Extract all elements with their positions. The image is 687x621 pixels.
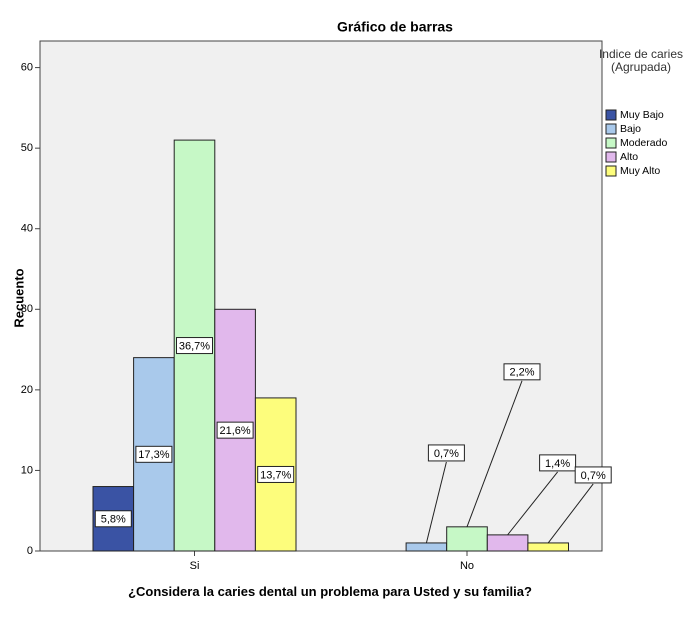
legend-swatch — [605, 123, 617, 135]
legend-label: Moderado — [620, 137, 667, 149]
value-label: 21,6% — [219, 425, 250, 437]
legend-swatch — [605, 109, 617, 121]
legend-swatch — [605, 137, 617, 149]
value-label-box — [94, 510, 132, 528]
value-label: 0,7% — [581, 470, 606, 482]
y-tick-label: 50 — [21, 142, 33, 154]
x-tick-label: Si — [190, 560, 200, 572]
bar — [446, 526, 488, 552]
legend-label: Bajo — [620, 123, 641, 135]
plot-area — [39, 40, 603, 552]
value-label: 5,8% — [101, 514, 126, 526]
value-label: 17,3% — [138, 449, 169, 461]
value-label-box — [539, 454, 577, 472]
callout-line — [425, 461, 447, 544]
value-label: 36,7% — [179, 340, 210, 352]
legend-swatch — [605, 165, 617, 177]
legend-label: Muy Alto — [620, 165, 660, 177]
value-label-box — [574, 466, 612, 484]
value-label: 1,4% — [545, 458, 570, 470]
legend-label: Muy Bajo — [620, 109, 664, 121]
value-label-box — [257, 465, 295, 483]
callout-line — [547, 483, 594, 544]
legend-swatch — [605, 151, 617, 163]
value-label: 13,7% — [260, 469, 291, 481]
y-tick-label: 30 — [21, 303, 33, 315]
callout-line — [466, 380, 523, 528]
legend-title: Indice de caries (Agrupada) — [598, 47, 684, 74]
value-label-box — [216, 421, 254, 439]
value-label: 0,7% — [434, 448, 459, 460]
value-label-box — [135, 445, 173, 463]
value-label-box — [427, 444, 465, 462]
y-axis-title: Recuento — [11, 268, 26, 327]
y-tick-label: 60 — [21, 61, 33, 73]
y-tick-label: 40 — [21, 223, 33, 235]
chart-title: Gráfico de barras — [337, 19, 453, 35]
value-label: 2,2% — [509, 367, 534, 379]
y-tick-label: 0 — [27, 545, 33, 557]
legend-label: Alto — [620, 151, 638, 163]
bar — [486, 534, 529, 552]
value-label-box — [503, 363, 541, 381]
value-label-box — [176, 337, 213, 355]
x-axis-title: ¿Considera la caries dental un problema … — [128, 584, 532, 599]
x-tick-label: No — [460, 560, 474, 572]
callout-line — [507, 471, 558, 536]
bar — [527, 542, 570, 552]
bar — [405, 542, 448, 552]
y-tick-label: 10 — [21, 464, 33, 476]
y-tick-label: 20 — [21, 384, 33, 396]
